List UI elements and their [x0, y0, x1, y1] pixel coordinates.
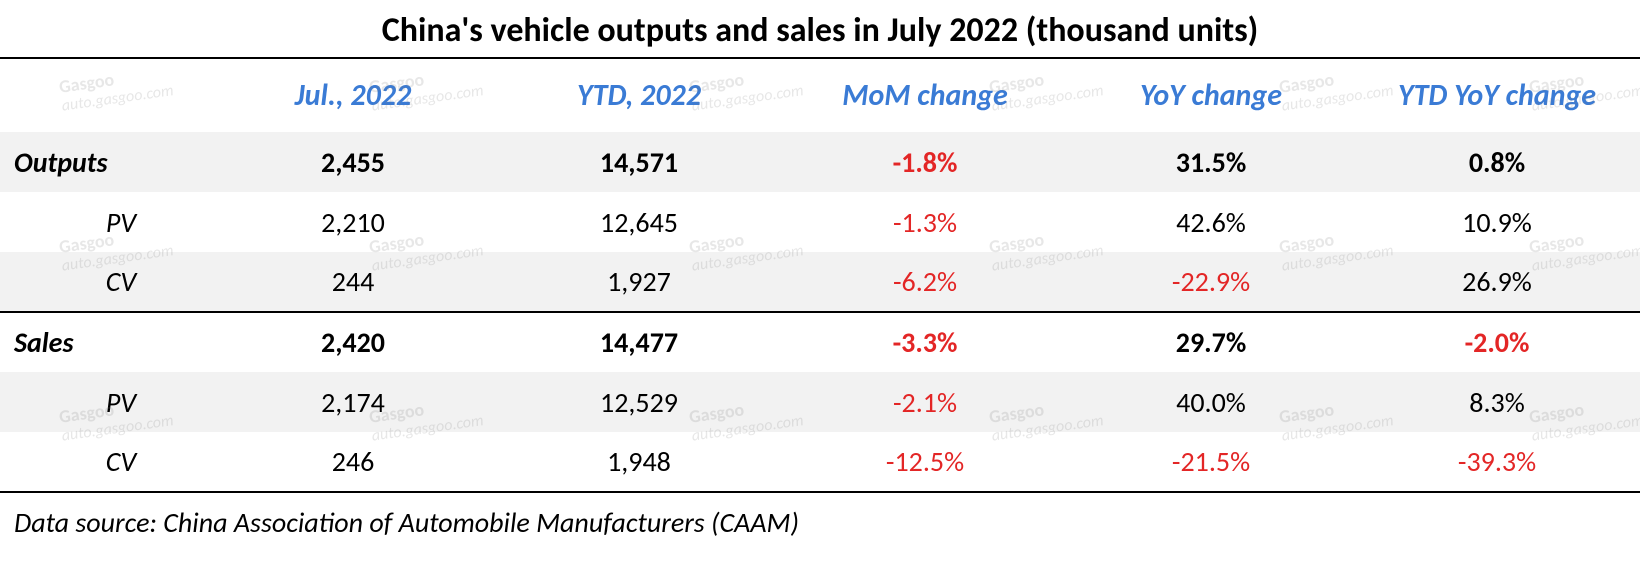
table-row: CV2461,948-12.5%-21.5%-39.3% [0, 432, 1640, 492]
cell-ytdyoy: 8.3% [1354, 372, 1640, 432]
cell-yoy: -22.9% [1068, 252, 1354, 312]
cell-ytd: 14,571 [496, 132, 782, 192]
table-row: PV2,21012,645-1.3%42.6%10.9% [0, 192, 1640, 252]
cell-jul: 2,174 [210, 372, 496, 432]
cell-jul: 246 [210, 432, 496, 492]
data-source-footer: Data source: China Association of Automo… [0, 493, 1640, 540]
col-yoy: YoY change [1068, 59, 1354, 132]
cell-ytd: 1,948 [496, 432, 782, 492]
table-row: CV2441,927-6.2%-22.9%26.9% [0, 252, 1640, 312]
table-row: PV2,17412,529-2.1%40.0%8.3% [0, 372, 1640, 432]
cell-ytdyoy: 10.9% [1354, 192, 1640, 252]
cell-yoy: 40.0% [1068, 372, 1354, 432]
cell-mom: -12.5% [782, 432, 1068, 492]
section-label: Sales [0, 312, 210, 372]
cell-mom: -2.1% [782, 372, 1068, 432]
cell-ytdyoy: 26.9% [1354, 252, 1640, 312]
table-row-section: Sales2,42014,477-3.3%29.7%-2.0% [0, 312, 1640, 372]
col-jul: Jul., 2022 [210, 59, 496, 132]
data-table: Jul., 2022 YTD, 2022 MoM change YoY chan… [0, 59, 1640, 493]
cell-yoy: 42.6% [1068, 192, 1354, 252]
table-title: China's vehicle outputs and sales in Jul… [0, 0, 1640, 59]
cell-jul: 2,210 [210, 192, 496, 252]
cell-ytd: 12,529 [496, 372, 782, 432]
row-label: CV [0, 252, 210, 312]
cell-jul: 2,420 [210, 312, 496, 372]
header-blank [0, 59, 210, 132]
cell-ytd: 12,645 [496, 192, 782, 252]
col-ytd: YTD, 2022 [496, 59, 782, 132]
cell-mom: -1.8% [782, 132, 1068, 192]
cell-ytd: 14,477 [496, 312, 782, 372]
cell-yoy: 29.7% [1068, 312, 1354, 372]
col-ytdyoy: YTD YoY change [1354, 59, 1640, 132]
cell-yoy: 31.5% [1068, 132, 1354, 192]
row-label: PV [0, 372, 210, 432]
cell-jul: 2,455 [210, 132, 496, 192]
cell-ytdyoy: -39.3% [1354, 432, 1640, 492]
cell-mom: -3.3% [782, 312, 1068, 372]
cell-mom: -6.2% [782, 252, 1068, 312]
cell-yoy: -21.5% [1068, 432, 1354, 492]
table-row-section: Outputs2,45514,571-1.8%31.5%0.8% [0, 132, 1640, 192]
row-label: PV [0, 192, 210, 252]
cell-mom: -1.3% [782, 192, 1068, 252]
row-label: CV [0, 432, 210, 492]
cell-jul: 244 [210, 252, 496, 312]
cell-ytd: 1,927 [496, 252, 782, 312]
header-row: Jul., 2022 YTD, 2022 MoM change YoY chan… [0, 59, 1640, 132]
section-label: Outputs [0, 132, 210, 192]
cell-ytdyoy: -2.0% [1354, 312, 1640, 372]
cell-ytdyoy: 0.8% [1354, 132, 1640, 192]
col-mom: MoM change [782, 59, 1068, 132]
